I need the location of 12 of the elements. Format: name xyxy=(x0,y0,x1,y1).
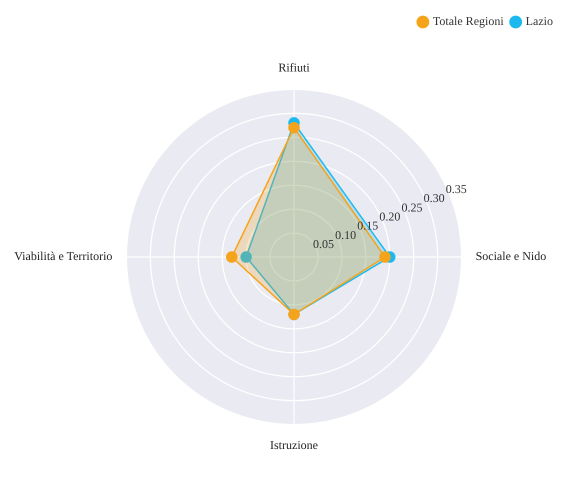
y-tick-label: 0.10 xyxy=(335,228,356,242)
y-tick-label: 0.35 xyxy=(446,182,467,196)
y-tick-label: 0.05 xyxy=(313,236,334,251)
spoke-label: Viabilità e Territorio xyxy=(14,249,112,264)
y-tick-label: 0.25 xyxy=(401,200,422,214)
y-tick-label: 0.30 xyxy=(424,191,445,206)
spoke-label: Istruzione xyxy=(270,438,318,452)
spoke-label: Rifiuti xyxy=(278,60,310,74)
legend-label: Lazio xyxy=(526,14,554,28)
spoke-label: Sociale e Nido xyxy=(476,249,546,264)
y-tick-label: 0.20 xyxy=(379,209,400,224)
legend-label: Totale Regioni xyxy=(432,14,504,28)
